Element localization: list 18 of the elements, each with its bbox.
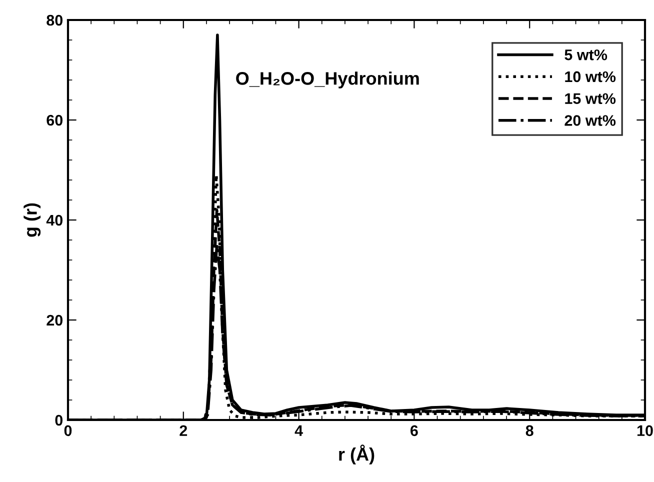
x-axis-title: r (Å) [339, 444, 374, 464]
x-tick-label: 0 [64, 425, 72, 436]
legend-label: 5 wt% [564, 49, 608, 60]
legend-label: 10 wt% [565, 71, 616, 82]
legend-label: 20 wt% [564, 115, 616, 126]
legend-label: 15 wt% [565, 93, 616, 104]
y-tick-label: 60 [46, 114, 63, 126]
x-tick-label: 4 [294, 425, 303, 436]
annotation: O_H₂O-O_Hydronium [236, 72, 419, 88]
x-tick-label: 6 [410, 425, 418, 436]
y-tick-label: 20 [46, 314, 63, 326]
y-tick-label: 0 [55, 414, 63, 426]
y-tick-label: 40 [46, 214, 63, 226]
x-tick-label: 2 [180, 425, 188, 436]
y-tick-label: 80 [46, 14, 63, 26]
x-tick-label: 8 [526, 425, 534, 436]
x-tick-label: 10 [637, 425, 653, 436]
y-axis-title: g (r) [24, 203, 41, 237]
